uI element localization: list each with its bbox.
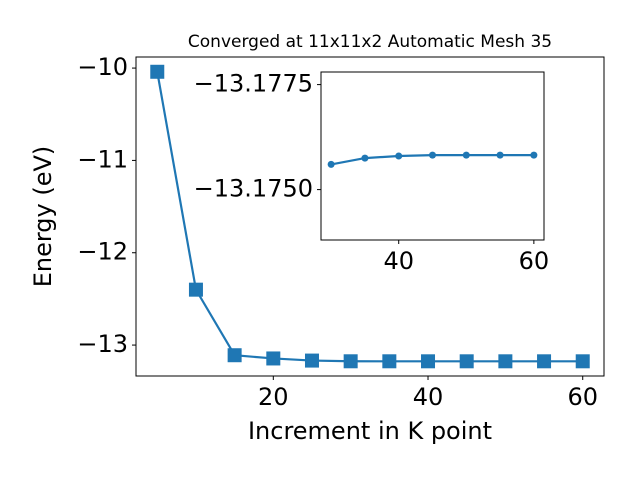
marker [361, 154, 369, 162]
marker [266, 351, 281, 366]
marker [459, 354, 474, 369]
y-tick-label: −13 [77, 330, 128, 358]
marker [227, 348, 242, 363]
marker [382, 354, 397, 369]
chart-title: Converged at 11x11x2 Automatic Mesh 35 [188, 32, 552, 52]
x-tick-label: 60 [567, 383, 598, 411]
marker [395, 152, 403, 160]
marker [498, 354, 513, 369]
y-axis-label: Energy (eV) [29, 146, 57, 288]
marker [537, 354, 552, 369]
marker [575, 354, 590, 369]
marker [530, 151, 538, 159]
x-axis-label: Increment in K point [248, 417, 492, 445]
y-tick-label: −13.1750 [194, 175, 313, 203]
marker [343, 354, 358, 369]
marker [188, 282, 203, 297]
x-tick-label: 20 [258, 383, 289, 411]
x-tick-label: 40 [413, 383, 444, 411]
marker [496, 151, 504, 159]
y-tick-label: −10 [77, 53, 128, 81]
y-tick-label: −12 [77, 238, 128, 266]
marker [421, 354, 436, 369]
marker [462, 151, 470, 159]
x-tick-label: 60 [519, 247, 550, 275]
marker [327, 160, 335, 168]
y-tick-label: −11 [77, 145, 128, 173]
marker [150, 64, 165, 79]
marker [304, 353, 319, 368]
x-tick-label: 40 [383, 247, 414, 275]
marker [429, 151, 436, 159]
y-tick-label: −13.1775 [194, 70, 313, 98]
